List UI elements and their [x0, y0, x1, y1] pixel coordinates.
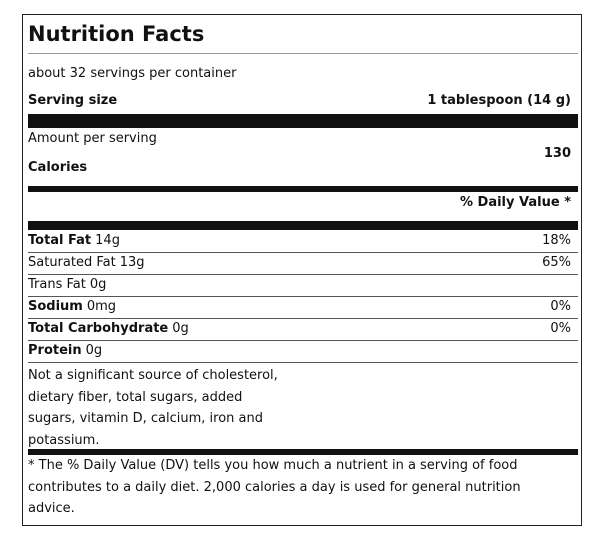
daily-value: 65% [542, 255, 571, 270]
nutrient-row: Total Carbohydrate 0g [28, 321, 189, 337]
nutrient-name: Protein [28, 343, 82, 358]
rule [28, 252, 578, 253]
nutrient-amount: 0g [85, 343, 103, 358]
calories-value: 130 [543, 146, 571, 161]
nutrient-amount: 0mg [86, 299, 117, 314]
medium-rule [28, 186, 578, 192]
rule [28, 362, 578, 363]
daily-value: 18% [542, 233, 571, 248]
footnote-line: advice. [28, 501, 75, 516]
thick-rule [28, 221, 578, 230]
nutrient-row: Total Fat 14g [28, 233, 120, 249]
serving-size-label: Serving size [28, 93, 118, 108]
rule [28, 340, 578, 341]
footnote-line: * The % Daily Value (DV) tells you how m… [28, 458, 518, 473]
title: Nutrition Facts [28, 22, 205, 46]
nutrient-name: Total Fat [28, 233, 92, 248]
nutrition-label: Nutrition Facts about 32 servings per co… [22, 14, 582, 526]
daily-value: 0% [550, 299, 571, 314]
nutrient-amount: 0g [172, 321, 189, 336]
note-line: potassium. [28, 432, 100, 448]
note-line: sugars, vitamin D, calcium, iron and [28, 411, 264, 426]
nutrient-row: Trans Fat 0g [28, 277, 106, 293]
footnote-line: contributes to a daily diet. 2,000 calor… [28, 479, 521, 495]
thick-rule [28, 114, 578, 128]
nutrient-name: Sodium [28, 299, 83, 314]
rule [28, 274, 578, 275]
nutrient-name: Total Carbohydrate [28, 321, 169, 336]
nutrient-row: Protein 0g [28, 343, 102, 359]
nutrient-amount: 13g [119, 255, 145, 270]
daily-value-header: % Daily Value * [459, 195, 571, 210]
medium-rule [28, 449, 578, 455]
rule [28, 296, 578, 297]
amount-per-serving: Amount per serving [28, 131, 157, 146]
note-line: Not a significant source of cholesterol, [28, 368, 278, 383]
nutrient-amount: 14g [95, 233, 120, 248]
rule [28, 53, 578, 54]
nutrient-row: Sodium 0mg [28, 299, 116, 315]
nutrient-row: Saturated Fat 13g [28, 255, 145, 271]
nutrient-name: Saturated Fat [28, 255, 116, 270]
note-line: dietary fiber, total sugars, added [28, 389, 243, 405]
daily-value: 0% [550, 321, 571, 336]
servings-per-container: about 32 servings per container [28, 66, 237, 81]
rule [28, 318, 578, 319]
calories-label: Calories [28, 160, 88, 175]
serving-size-value: 1 tablespoon (14 g) [427, 93, 571, 108]
nutrient-amount: 0g [89, 277, 107, 292]
nutrient-name: Trans Fat [28, 277, 86, 292]
